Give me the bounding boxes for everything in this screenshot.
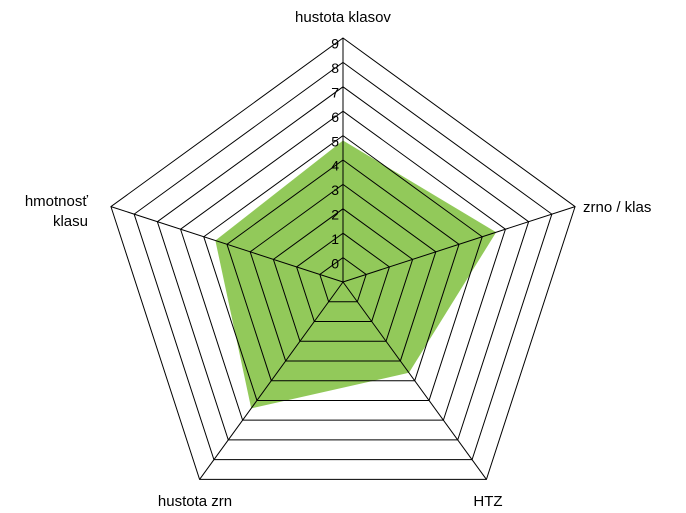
tick-label: 2 <box>331 207 339 223</box>
tick-label: 7 <box>331 85 339 101</box>
category-label: HTZ <box>473 493 503 510</box>
tick-label: 1 <box>331 231 339 247</box>
grid-ring <box>156 86 530 441</box>
category-label: hustota klasov <box>295 9 391 26</box>
grid-ring <box>179 110 507 421</box>
tick-label: 9 <box>331 36 339 52</box>
grid-ring <box>249 183 437 362</box>
tick-label: 4 <box>331 158 339 174</box>
spoke <box>342 206 576 283</box>
tick-label: 6 <box>331 109 339 125</box>
spoke <box>342 281 487 480</box>
spoke <box>199 281 344 480</box>
grid-ring <box>296 232 390 322</box>
grid-ring <box>272 208 414 342</box>
tick-label: 5 <box>331 133 339 149</box>
spoke <box>110 206 344 283</box>
data-area <box>215 140 497 409</box>
category-label: zrno / klas <box>583 199 652 216</box>
category-label: hustota zrn <box>157 493 233 510</box>
tick-label: 8 <box>331 60 339 76</box>
grid-ring <box>203 134 483 401</box>
tick-label: 0 <box>331 255 339 271</box>
grid-ring <box>110 37 576 480</box>
grid-ring <box>133 61 553 461</box>
tick-label: 3 <box>331 182 339 198</box>
grid-ring <box>226 159 460 382</box>
category-label: hmotnosť klasu <box>24 193 88 230</box>
grid-ring <box>319 256 367 303</box>
